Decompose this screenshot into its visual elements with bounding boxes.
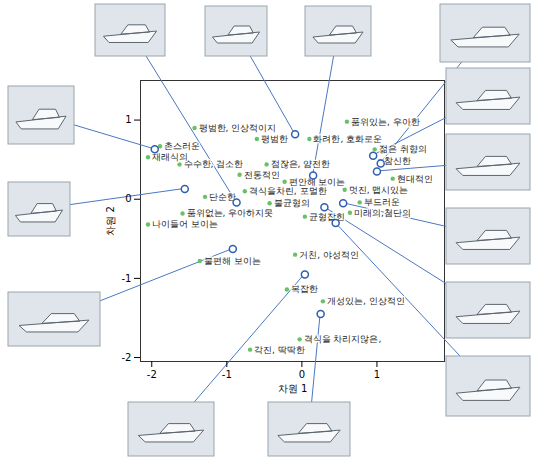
svg-text:멋진, 맵시있는: 멋진, 맵시있는	[349, 185, 409, 195]
svg-text:개성있는, 인상적인: 개성있는, 인상적인	[327, 296, 405, 306]
svg-text:평범한: 평범한	[261, 134, 288, 144]
svg-text:-2: -2	[147, 369, 157, 380]
svg-text:불편해 보이는: 불편해 보이는	[204, 256, 261, 266]
svg-text:0: 0	[125, 193, 131, 204]
svg-text:나이들어 보이는: 나이들어 보이는	[152, 219, 218, 229]
svg-text:거친, 야성적인: 거친, 야성적인	[299, 250, 359, 260]
svg-text:균형잡힌: 균형잡힌	[309, 212, 345, 222]
svg-text:촌스러운: 촌스러운	[164, 141, 200, 151]
svg-text:품위있는, 우아한: 품위있는, 우아한	[351, 117, 420, 127]
svg-text:품위없는, 우아하지못: 품위없는, 우아하지못	[187, 208, 274, 218]
svg-text:젊은 취향의: 젊은 취향의	[379, 144, 427, 154]
svg-text:불균형의: 불균형의	[274, 198, 310, 208]
svg-text:화려한, 호화로운: 화려한, 호화로운	[313, 134, 382, 144]
svg-text:단순한: 단순한	[209, 192, 236, 202]
svg-text:복잡한: 복잡한	[291, 284, 318, 294]
svg-text:참신한: 참신한	[384, 156, 411, 166]
svg-text:편안해 보이는: 편안해 보이는	[289, 177, 346, 187]
svg-text:0: 0	[299, 369, 305, 380]
svg-text:-2: -2	[122, 352, 132, 363]
svg-text:현대적인: 현대적인	[397, 174, 433, 184]
svg-text:평범한, 인상적이지: 평범한, 인상적이지	[199, 123, 277, 133]
svg-text:점잖은, 얌전한: 점잖은, 얌전한	[271, 159, 331, 169]
svg-text:-1: -1	[222, 369, 232, 380]
svg-text:격식을 차리지않은,: 격식을 차리지않은,	[304, 334, 382, 344]
svg-text:수수한, 검소한: 수수한, 검소한	[184, 159, 244, 169]
svg-text:재래식의: 재래식의	[152, 152, 188, 163]
svg-text:-1: -1	[122, 273, 132, 284]
svg-text:전통적인: 전통적인	[244, 170, 280, 180]
svg-text:1: 1	[374, 369, 380, 380]
svg-text:격식을차린, 포멀한: 격식을차린, 포멀한	[249, 186, 327, 196]
svg-text:각진, 딱딱한: 각진, 딱딱한	[254, 345, 305, 355]
svg-text:1: 1	[125, 114, 131, 125]
svg-text:미래의,첨단의: 미래의,첨단의	[354, 208, 411, 218]
svg-text:차원 2: 차원 2	[105, 206, 116, 236]
svg-text:차원 1: 차원 1	[278, 383, 308, 394]
svg-text:부드러운: 부드러운	[364, 197, 400, 207]
